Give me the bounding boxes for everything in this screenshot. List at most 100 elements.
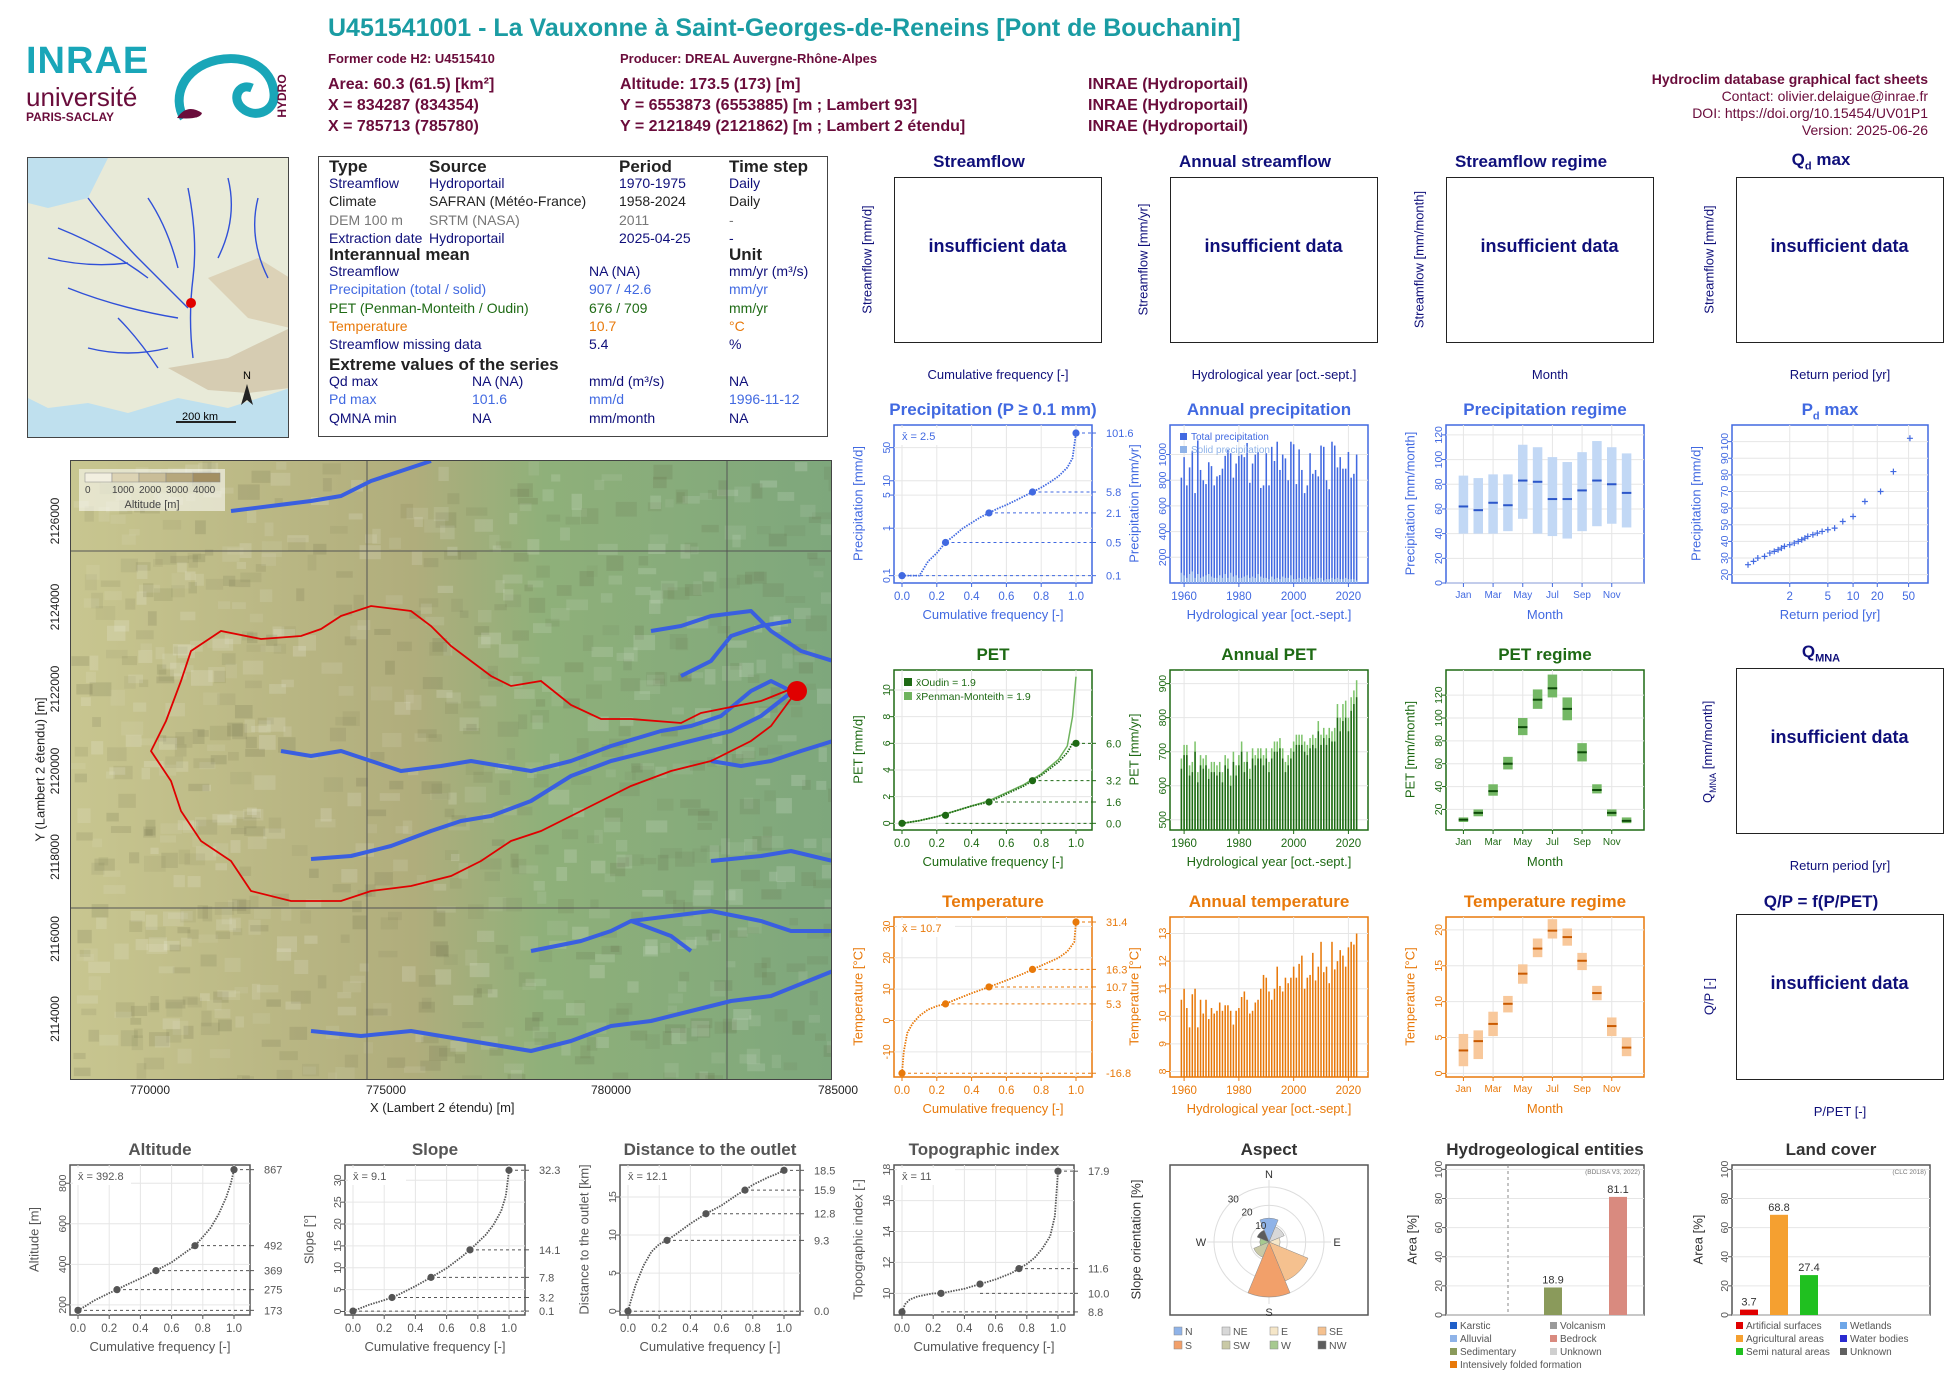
terrain-shade xyxy=(366,809,387,817)
mean-row-value: NA (NA) xyxy=(589,263,641,279)
terrain-shade xyxy=(118,793,136,808)
terrain-shade xyxy=(580,1045,591,1059)
terrain-shade xyxy=(429,642,451,656)
terrain-shade xyxy=(655,671,665,684)
aspect-legend-label: S xyxy=(1185,1340,1192,1352)
terrain-shade xyxy=(744,839,758,852)
bar-annual xyxy=(1205,765,1207,830)
right-tick-label: 10.0 xyxy=(1088,1288,1109,1300)
bar-annual xyxy=(1290,977,1292,1077)
title-subscript: MNA xyxy=(1815,652,1841,665)
terrain-shade xyxy=(171,573,191,589)
bar-annual xyxy=(1183,988,1185,1077)
terrain-shade xyxy=(697,810,718,822)
terrain-shade xyxy=(448,792,457,805)
terrain-shade xyxy=(665,1024,686,1033)
altitude-legend-swatch xyxy=(165,472,194,483)
terrain-shade xyxy=(673,899,685,912)
y-tick-label: 20 xyxy=(1433,924,1445,936)
right-tick-label: 2.1 xyxy=(1106,508,1121,520)
y-tick-label: 1 xyxy=(881,525,893,531)
mean-row-value: 676 / 709 xyxy=(589,299,648,316)
bar-annual xyxy=(1235,463,1237,583)
terrain-shade xyxy=(244,826,266,836)
legend-label: Artificial surfaces xyxy=(1746,1321,1822,1332)
bar-solid xyxy=(1353,579,1355,583)
terrain-shade xyxy=(699,1071,708,1079)
terrain-shade xyxy=(259,589,273,603)
bar-annual xyxy=(1314,748,1317,830)
terrain-shade xyxy=(94,858,115,871)
terrain-shade xyxy=(190,640,203,652)
terrain-shade xyxy=(138,650,153,663)
distance-title: Distance to the outlet xyxy=(623,1140,797,1159)
x-tick-label: 1.0 xyxy=(501,1323,517,1335)
terrain-shade xyxy=(212,638,234,651)
bar-annual xyxy=(1186,1008,1188,1077)
terrain-shade xyxy=(106,812,119,822)
bar-solid xyxy=(1325,579,1328,583)
terrain-shade xyxy=(207,637,229,648)
altitude-legend-tick: 0 xyxy=(85,485,91,496)
annual_streamflow-insufficient-data: insufficient data xyxy=(1204,236,1343,256)
terrain-shade xyxy=(494,604,507,611)
terrain-shade xyxy=(448,819,470,831)
terrain-shade xyxy=(340,934,350,943)
terrain-shade xyxy=(478,609,492,623)
terrain-shade xyxy=(172,967,191,974)
bar-annual xyxy=(1238,455,1240,583)
bar-annual xyxy=(1323,446,1325,583)
terrain-shade xyxy=(251,983,261,1000)
y-tick-label: 800 xyxy=(1157,471,1169,489)
terrain-shade xyxy=(418,598,439,608)
x-tick-label: 0.4 xyxy=(956,1323,973,1335)
terrain-shade xyxy=(242,660,264,675)
terrain-shade xyxy=(165,756,184,768)
terrain-shade xyxy=(541,676,562,692)
terrain-shade xyxy=(724,890,736,901)
terrain-shade xyxy=(225,663,238,679)
terrain-shade xyxy=(388,911,402,921)
annual-max-point xyxy=(1809,531,1816,538)
terrain-shade xyxy=(158,737,178,750)
bar-annual xyxy=(1292,444,1295,583)
y-tick-label: 4 xyxy=(881,767,893,773)
qp-insufficient-data: insufficient data xyxy=(1770,973,1909,993)
terrain-shade xyxy=(163,736,185,745)
terrain-shade xyxy=(574,1000,586,1015)
bar-annual xyxy=(1221,468,1224,583)
aspect-legend-label: SW xyxy=(1233,1340,1250,1352)
terrain-shade xyxy=(525,762,544,772)
terrain-shade xyxy=(777,735,797,742)
terrain-shade xyxy=(543,990,564,1000)
terrain-shade xyxy=(675,851,695,867)
terrain-shade xyxy=(251,470,271,483)
aspect-legend-swatch xyxy=(1221,1326,1231,1336)
terrain-shade xyxy=(801,872,816,886)
terrain-shade xyxy=(741,750,756,760)
terrain-shade xyxy=(363,1042,374,1054)
terrain-shade xyxy=(374,628,391,635)
bar-annual xyxy=(1270,999,1273,1077)
y-tick-label: 5 xyxy=(1433,1034,1445,1040)
terrain-shade xyxy=(774,1009,788,1022)
terrain-shade xyxy=(170,555,189,564)
x-tick-label: 0.4 xyxy=(407,1323,424,1335)
topo_index-title: Topographic index xyxy=(908,1140,1060,1159)
terrain-shade xyxy=(690,546,699,555)
terrain-shade xyxy=(387,1057,406,1068)
terrain-shade xyxy=(248,919,261,935)
terrain-shade xyxy=(561,829,579,840)
terrain-shade xyxy=(155,647,165,660)
streamflow-panel: insufficient data xyxy=(894,177,1102,343)
temp_cdf-title: Temperature xyxy=(942,892,1044,911)
x-tick-label: 0.6 xyxy=(714,1323,730,1335)
right-tick-label: 173 xyxy=(264,1305,282,1317)
terrain-shade xyxy=(683,902,694,918)
bar-annual xyxy=(1331,941,1333,1077)
terrain-shade xyxy=(815,1033,826,1041)
temp_regime-title: Temperature regime xyxy=(1463,892,1627,911)
bar-annual xyxy=(1229,785,1232,830)
